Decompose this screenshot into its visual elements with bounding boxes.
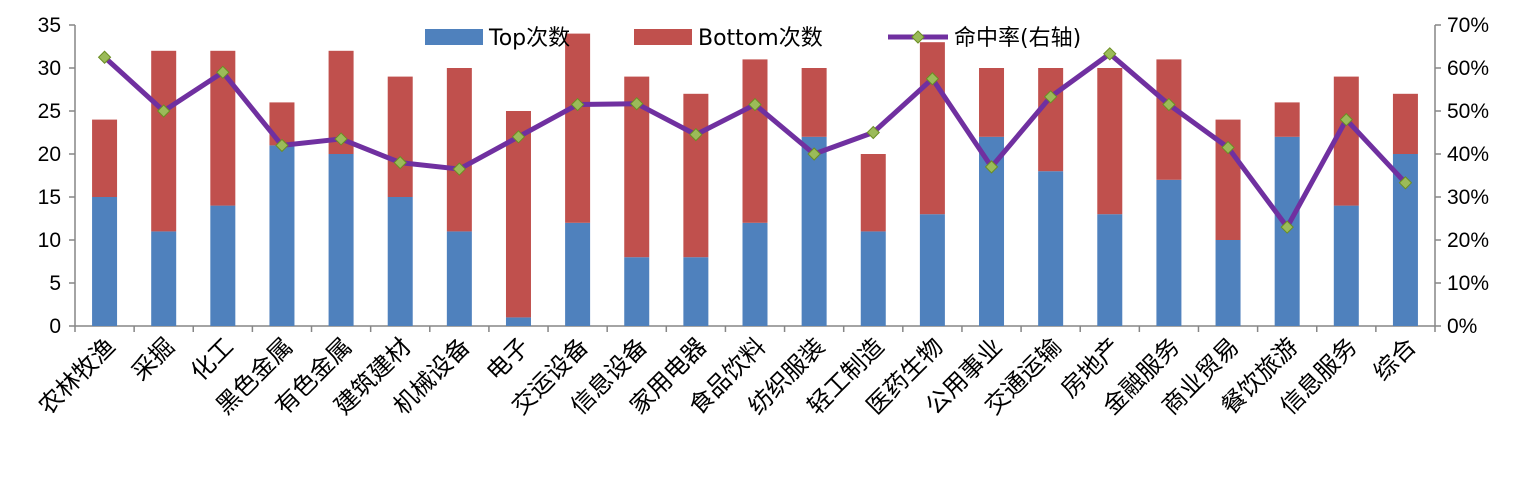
x-axis-category-label: 电子 — [481, 332, 535, 386]
hit-rate-point — [156, 104, 171, 118]
bar-top-count — [1333, 205, 1359, 326]
bar-top-count — [860, 231, 886, 326]
hit-rate-point — [689, 127, 703, 142]
hit-rate-point — [1339, 112, 1354, 127]
hit-rate-point — [97, 50, 112, 64]
bar-top-count — [1038, 171, 1064, 326]
bar-bottom-count — [979, 68, 1005, 137]
left-axis-tick-label: 35 — [38, 14, 61, 37]
bar-bottom-count — [151, 50, 177, 232]
right-axis-tick-label: 20% — [1447, 229, 1489, 252]
right-axis-tick-label: 30% — [1447, 186, 1489, 209]
x-axis-category-label: 采掘 — [126, 332, 180, 386]
bar-top-count — [1215, 240, 1241, 326]
hit-rate-point — [216, 65, 230, 80]
legend-label-top: Top次数 — [488, 26, 570, 51]
right-axis-tick-label: 60% — [1447, 57, 1489, 80]
left-axis-tick-label: 20 — [38, 143, 61, 166]
bar-top-count — [1156, 179, 1182, 326]
bar-bottom-count — [919, 42, 945, 215]
right-axis-tick-label: 70% — [1447, 14, 1489, 37]
bar-top-count — [269, 145, 295, 326]
bar-top-count — [151, 231, 177, 326]
legend-swatch-top — [425, 29, 483, 45]
bar-bottom-count — [1274, 102, 1300, 137]
bar-bottom-count — [505, 111, 531, 318]
right-axis-tick-label: 10% — [1447, 272, 1489, 295]
bar-top-count — [624, 257, 650, 326]
hit-rate-point — [1398, 176, 1413, 190]
plot-area: 0 5 10 15 20 25 30 35 0% 10% 20% 30% 40% 50% 60% 70% 农林牧… — [33, 14, 1489, 420]
bar-top-count — [801, 136, 827, 326]
bar-bottom-count — [92, 119, 118, 197]
hit-rate-point — [866, 125, 880, 140]
x-axis-category-label: 综合 — [1368, 332, 1422, 386]
bar-bottom-count — [683, 93, 709, 258]
bar-bottom-count — [1215, 119, 1241, 240]
bar-bottom-count — [801, 68, 827, 137]
bar-top-count — [387, 197, 413, 326]
right-axis-tick-label: 50% — [1447, 100, 1489, 123]
hit-rate-point — [1043, 90, 1058, 104]
bar-bottom-count — [1333, 76, 1359, 206]
bar-top-count — [505, 317, 531, 326]
bar-top-count — [328, 154, 354, 326]
bar-bottom-count — [565, 33, 591, 223]
legend-label-line: 命中率(右轴) — [954, 26, 1081, 51]
bar-top-count — [565, 222, 591, 326]
bar-top-count — [683, 257, 709, 326]
hit-rate-point — [630, 96, 644, 111]
left-axis-tick-label: 5 — [49, 272, 61, 295]
hit-rate-point — [748, 97, 762, 112]
hit-rate-point — [1162, 97, 1176, 112]
hit-rate-point — [1103, 47, 1117, 61]
hit-rate-point — [334, 132, 348, 146]
right-axis-tick-label: 40% — [1447, 143, 1489, 166]
x-axis-category-label: 化工 — [185, 332, 239, 386]
bar-bottom-count — [1038, 68, 1064, 172]
bar-bottom-count — [860, 154, 886, 232]
bar-bottom-count — [446, 68, 472, 232]
left-axis-tick-label: 0 — [49, 315, 61, 338]
bar-top-count — [1097, 214, 1123, 326]
bar-bottom-count — [387, 76, 413, 197]
bar-top-count — [92, 197, 118, 326]
legend-swatch-bottom — [634, 29, 692, 45]
left-axis-tick-label: 30 — [38, 57, 61, 80]
hit-rate-point — [393, 155, 407, 170]
left-axis-tick-label: 10 — [38, 229, 61, 252]
bar-top-count — [210, 205, 236, 326]
x-axis-category-label: 农林牧渔 — [33, 332, 121, 420]
left-axis-tick-label: 15 — [38, 186, 61, 209]
hit-rate-point — [511, 130, 526, 144]
bar-top-count — [742, 222, 768, 326]
hit-rate-point — [1280, 220, 1294, 234]
bar-bottom-count — [1392, 93, 1418, 154]
hit-rate-point — [452, 162, 467, 176]
hit-rate-point — [925, 72, 940, 86]
bar-bottom-count — [742, 59, 768, 223]
hit-rate-point — [275, 138, 289, 153]
left-axis-tick-label: 25 — [38, 100, 61, 123]
hit-rate-point — [984, 160, 999, 174]
bar-bottom-count — [1097, 68, 1123, 215]
right-axis-tick-label: 0% — [1447, 315, 1477, 338]
bar-bottom-count — [1156, 59, 1182, 180]
bar-top-count — [446, 231, 472, 326]
hit-rate-point — [570, 97, 585, 112]
hit-rate-point — [1221, 140, 1235, 155]
legend-swatch-marker — [911, 30, 925, 44]
legend-label-bottom: Bottom次数 — [698, 26, 823, 51]
hit-rate-point — [807, 147, 821, 161]
bar-top-count — [919, 214, 945, 326]
